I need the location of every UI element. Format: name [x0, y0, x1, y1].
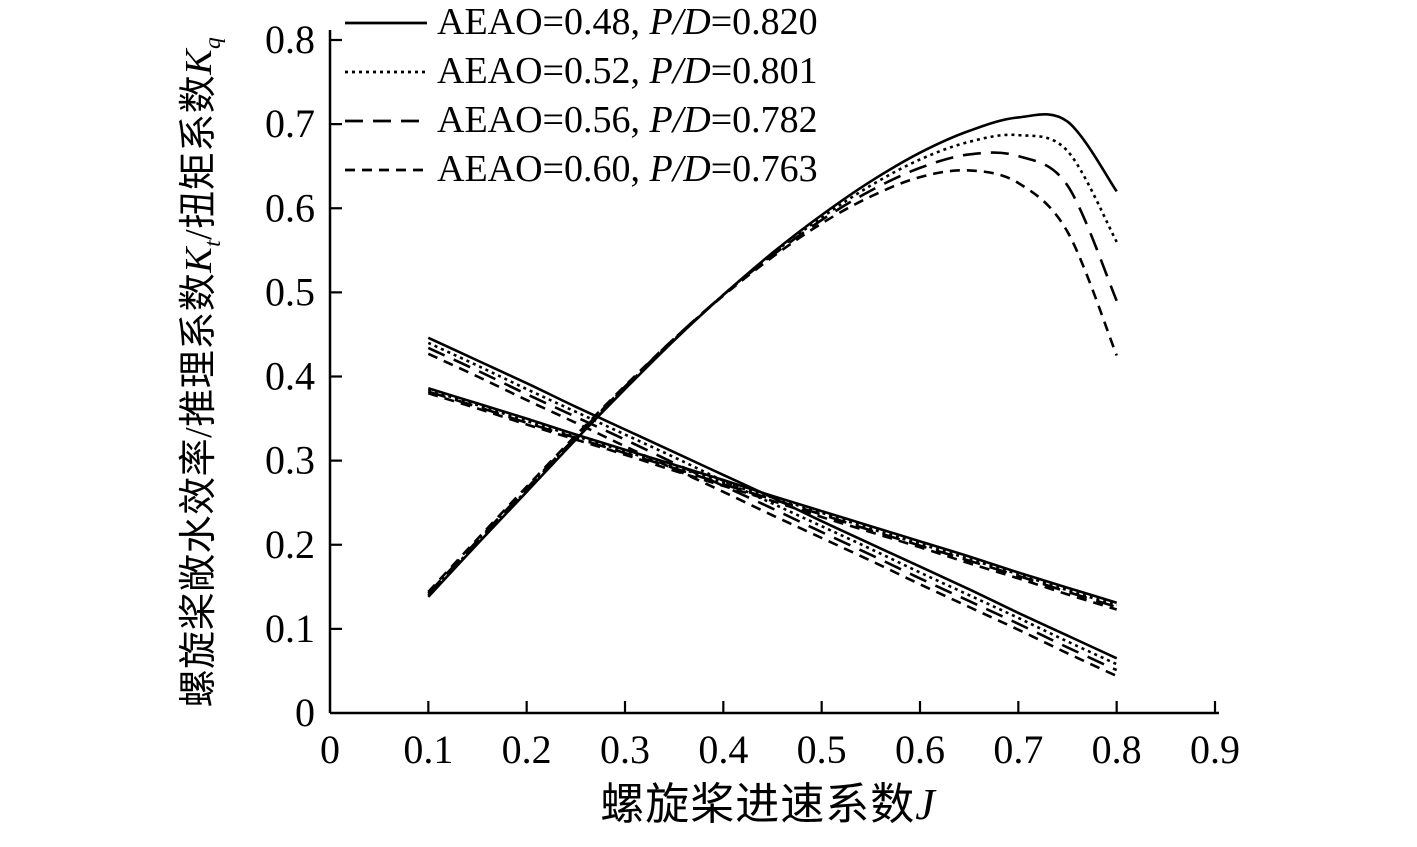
curve-torque-coefficient-10Kq-longdash [427, 390, 1118, 609]
legend-label-post: =0.820 [710, 1, 818, 43]
x-tick-label: 0.1 [403, 727, 453, 772]
curve-torque-coefficient-10Kq-dotted [427, 388, 1118, 607]
legend-line-longdash-icon [345, 119, 427, 122]
legend-label-pd: P/D [649, 50, 711, 92]
legend: AEAO=0.48, P/D=0.820 AEAO=0.52, P/D=0.80… [345, 2, 818, 190]
y-tick-label: 0.2 [265, 522, 315, 567]
legend-label-pre: AEAO=0.60, [437, 148, 650, 190]
legend-label-pd: P/D [649, 1, 711, 43]
y-axis-label-kq-symbol: K [178, 48, 221, 75]
legend-line-dotted-icon [345, 70, 427, 73]
legend-item-aeao-048: AEAO=0.48, P/D=0.820 [345, 2, 818, 43]
x-tick-label: 0.5 [797, 727, 847, 772]
x-tick-label: 0.9 [1190, 727, 1240, 772]
curve-thrust-coefficient-Kt-dotted [427, 341, 1118, 666]
y-axis-label-kt-symbol: K [178, 246, 221, 273]
curve-open-water-efficiency-longdash [427, 151, 1118, 595]
legend-label-pre: AEAO=0.56, [437, 99, 650, 141]
curve-torque-coefficient-10Kq-shortdash [427, 392, 1118, 611]
legend-label-post: =0.801 [710, 50, 818, 92]
legend-label: AEAO=0.48, P/D=0.820 [437, 2, 818, 43]
curve-thrust-coefficient-Kt-longdash [427, 346, 1118, 672]
y-axis-label-text-1: 螺旋桨敞水效率/推理系数 [178, 272, 221, 708]
y-axis-label: 螺旋桨敞水效率/推理系数Kt/扭矩系数Kq [167, 37, 227, 708]
y-tick-label: 0.8 [265, 17, 315, 62]
curve-thrust-coefficient-Kt-solid [427, 336, 1118, 660]
y-axis-label-kt-sub-text: t [199, 239, 226, 247]
y-axis-label-kq-subscript: q [200, 37, 226, 49]
legend-line-shortdash-icon [345, 168, 427, 171]
legend-line-solid-icon [345, 21, 427, 24]
x-tick-label: 0.6 [895, 727, 945, 772]
x-axis-label-text: 螺旋桨进速系数 [600, 780, 916, 829]
legend-label: AEAO=0.52, P/D=0.801 [437, 51, 818, 92]
legend-item-aeao-052: AEAO=0.52, P/D=0.801 [345, 51, 818, 92]
legend-label-pre: AEAO=0.52, [437, 50, 650, 92]
legend-label-post: =0.763 [710, 148, 818, 190]
y-tick-label: 0.7 [265, 101, 315, 146]
y-tick-label: 0.3 [265, 438, 315, 483]
curve-open-water-efficiency-shortdash [427, 168, 1118, 593]
curve-open-water-efficiency-solid [427, 113, 1118, 598]
y-axis-label-kt-subscript: t [200, 240, 226, 247]
y-axis-label-kq-sub-text: q [199, 36, 226, 49]
y-tick-label: 0.4 [265, 354, 315, 399]
x-tick-label: 0.4 [698, 727, 748, 772]
legend-label: AEAO=0.56, P/D=0.782 [437, 100, 818, 141]
legend-label-post: =0.782 [710, 99, 818, 141]
y-tick-label: 0.1 [265, 606, 315, 651]
legend-item-aeao-060: AEAO=0.60, P/D=0.763 [345, 149, 818, 190]
curve-open-water-efficiency-dotted [427, 133, 1118, 597]
legend-label: AEAO=0.60, P/D=0.763 [437, 149, 818, 190]
curve-thrust-coefficient-Kt-shortdash [427, 352, 1118, 678]
x-axis-label-variable: J [915, 780, 936, 829]
x-tick-label: 0 [320, 727, 340, 772]
curve-torque-coefficient-10Kq-solid [427, 387, 1118, 605]
x-axis-label: 螺旋桨进速系数J [600, 768, 936, 832]
x-tick-label: 0.7 [993, 727, 1043, 772]
legend-label-pd: P/D [649, 148, 711, 190]
y-tick-label: 0.6 [265, 185, 315, 230]
x-tick-label: 0.8 [1092, 727, 1142, 772]
x-tick-label: 0.2 [502, 727, 552, 772]
x-tick-label: 0.3 [600, 727, 650, 772]
y-tick-label: 0.5 [265, 269, 315, 314]
legend-item-aeao-056: AEAO=0.56, P/D=0.782 [345, 100, 818, 141]
y-tick-label: 0 [295, 690, 315, 735]
y-axis-label-text-2: /扭矩系数 [178, 74, 221, 240]
legend-label-pre: AEAO=0.48, [437, 1, 650, 43]
legend-label-pd: P/D [649, 99, 711, 141]
